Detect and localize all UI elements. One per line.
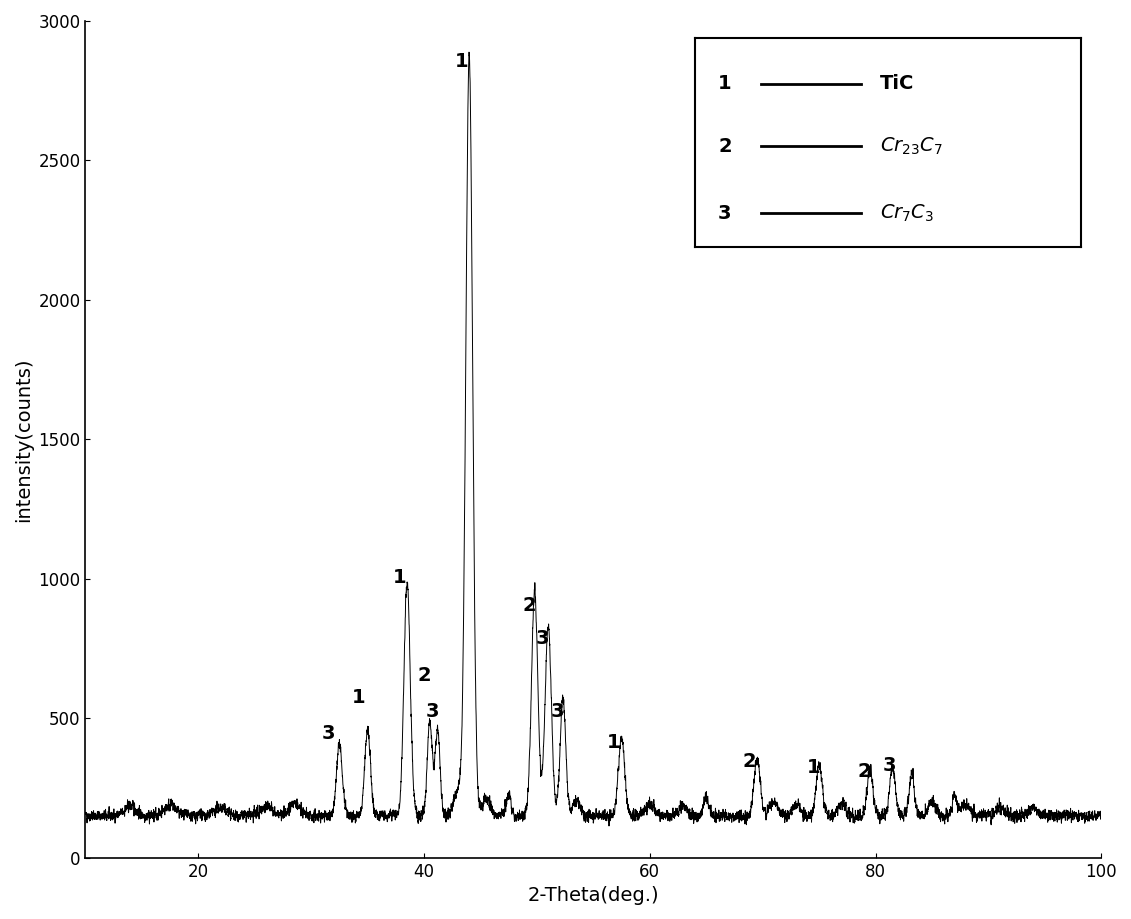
Text: 3: 3 xyxy=(536,630,550,649)
Text: 2: 2 xyxy=(742,753,756,771)
Text: 1: 1 xyxy=(392,568,406,587)
Text: 1: 1 xyxy=(607,732,621,752)
Text: 2: 2 xyxy=(523,596,536,615)
X-axis label: 2-Theta(deg.): 2-Theta(deg.) xyxy=(527,886,659,905)
Text: 3: 3 xyxy=(425,702,439,721)
Y-axis label: intensity(counts): intensity(counts) xyxy=(14,357,33,522)
Text: 1: 1 xyxy=(352,688,365,707)
Text: 3: 3 xyxy=(551,702,564,721)
Text: 3: 3 xyxy=(321,724,335,743)
Text: 2: 2 xyxy=(857,762,871,781)
Text: 2: 2 xyxy=(417,665,431,685)
Text: 1: 1 xyxy=(455,52,468,71)
Text: 3: 3 xyxy=(882,756,896,776)
Text: 1: 1 xyxy=(806,758,820,777)
